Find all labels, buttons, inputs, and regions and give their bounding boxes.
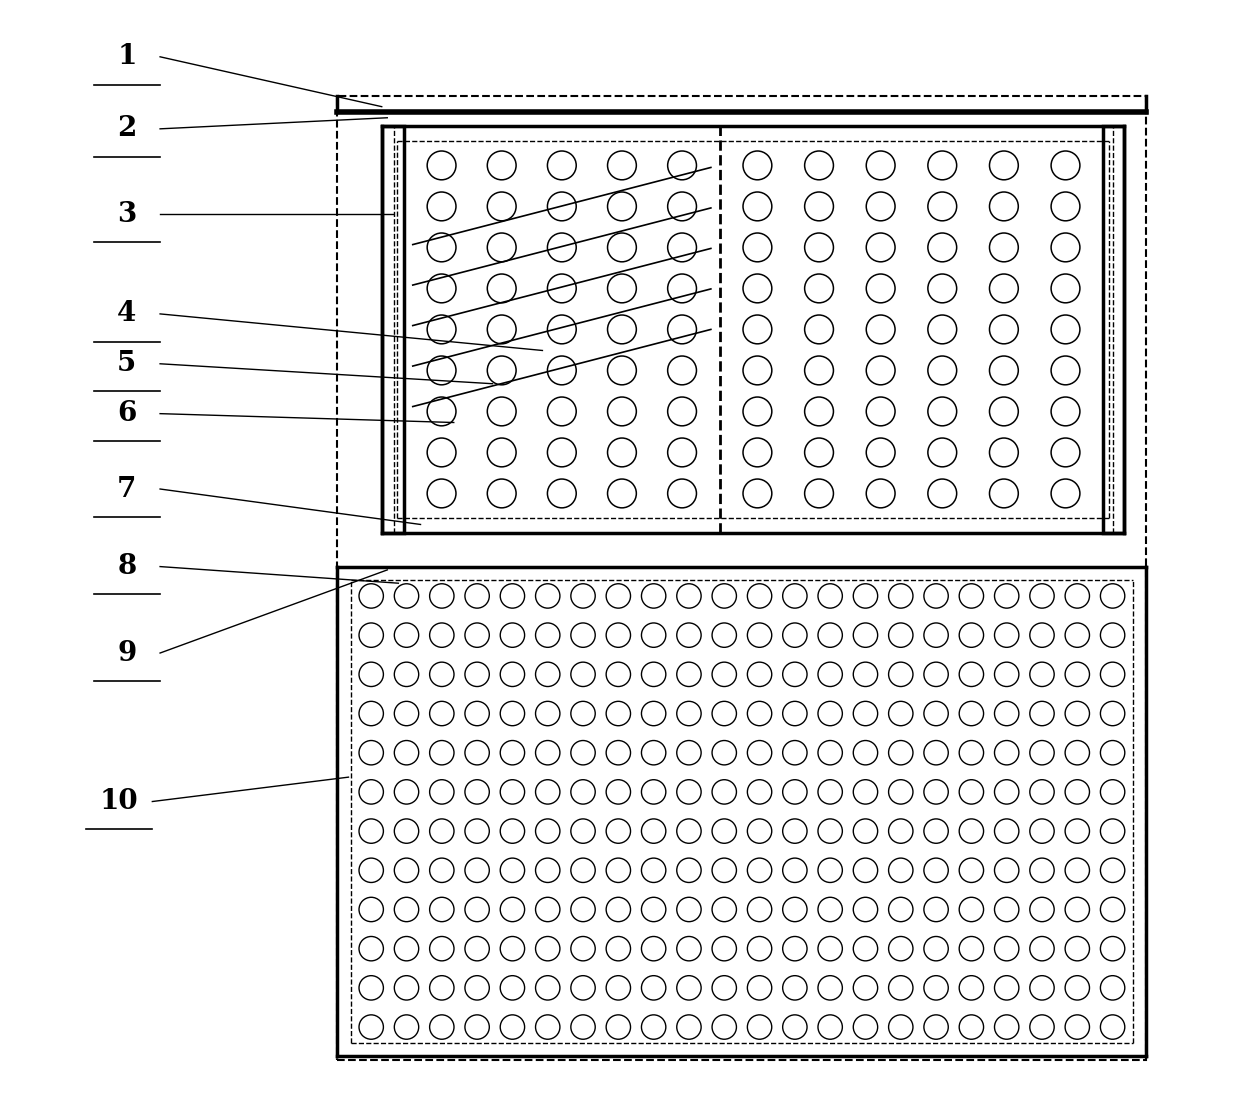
- Text: 1: 1: [117, 43, 136, 70]
- Polygon shape: [1104, 126, 1125, 533]
- Text: 6: 6: [117, 400, 136, 427]
- Text: 5: 5: [118, 350, 136, 378]
- Text: 3: 3: [118, 201, 136, 228]
- Polygon shape: [382, 126, 404, 533]
- Text: 10: 10: [99, 788, 139, 815]
- Text: 9: 9: [118, 640, 136, 667]
- Text: 7: 7: [117, 476, 136, 502]
- Text: 2: 2: [117, 116, 136, 142]
- Text: 8: 8: [118, 553, 136, 580]
- Text: 4: 4: [118, 300, 136, 328]
